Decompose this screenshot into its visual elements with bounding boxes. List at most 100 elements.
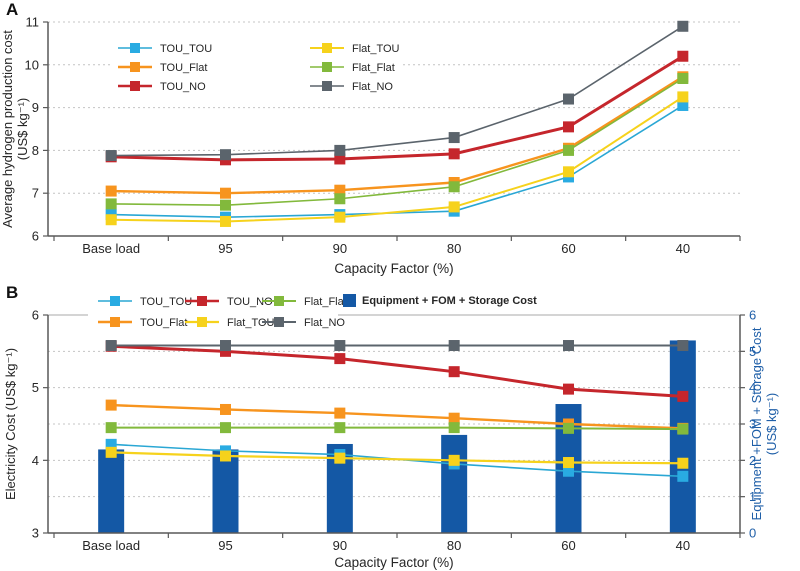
legend-item-Flat_TOU — [310, 43, 344, 53]
marker — [563, 383, 574, 395]
legend-label: TOU_Flat — [140, 317, 187, 329]
legend-item-Flat_NO — [262, 317, 296, 327]
legend-marker — [274, 317, 284, 327]
panel-a-chart: 6 7 8 9 10 11 Base load 95 90 80 60 40 Capacity Fact… — [0, 15, 741, 276]
legend-label: TOU_Flat — [160, 62, 207, 74]
panel-a: A 6 7 8 9 10 11 Base load 95 90 80 60 40 Capacity Fa… — [0, 0, 800, 283]
series-Flat_TOU — [105, 91, 689, 227]
legend: TOU_TOU TOU_Flat TOU_NO Flat_TOU Flat_Flat Fl… — [110, 34, 402, 100]
legend: TOU_TOU TOU_Flat TOU_NO Flat_TOU Flat_Flat Fl… — [88, 287, 537, 333]
legend-label: TOU_TOU — [160, 43, 212, 55]
y-tick-label: 9 — [32, 100, 39, 115]
y-tick-label: 8 — [32, 143, 39, 158]
marker — [448, 181, 460, 193]
marker — [677, 20, 689, 32]
legend-marker — [130, 43, 140, 53]
marker — [448, 412, 460, 424]
marker — [677, 470, 689, 482]
series-TOU_NO — [105, 340, 689, 402]
marker — [334, 340, 346, 352]
x-category-label: 40 — [676, 241, 690, 256]
marker — [334, 184, 346, 196]
legend-item-TOU_TOU — [118, 43, 152, 53]
legend-label: TOU_NO — [160, 81, 206, 93]
marker — [220, 199, 231, 211]
marker — [677, 72, 689, 84]
marker — [220, 187, 231, 199]
marker — [563, 422, 574, 434]
marker — [334, 353, 346, 365]
marker — [677, 390, 689, 402]
marker — [105, 399, 117, 411]
marker — [448, 422, 460, 434]
y2-axis-title: Equipment +FOM + Storage Cost(US$ kg⁻¹) — [749, 327, 779, 520]
bar — [212, 449, 239, 533]
marker — [334, 407, 346, 419]
marker — [563, 457, 574, 469]
x-axis-title: Capacity Factor (%) — [334, 261, 453, 276]
legend-marker — [110, 296, 120, 306]
series-Flat_Flat — [105, 72, 689, 211]
y-tick-label: 3 — [32, 526, 39, 541]
x-category-label: 80 — [447, 241, 461, 256]
legend-label: TOU_TOU — [140, 296, 192, 308]
legend-item-Flat_Flat — [310, 62, 344, 72]
y-axis-title: Average hydrogen production cost(US$ kg⁻… — [0, 30, 30, 228]
legend-marker — [274, 296, 284, 306]
y-tick-label: 6 — [32, 308, 39, 323]
x-category-label: 60 — [561, 241, 575, 256]
marker — [334, 153, 346, 165]
legend-label: Flat_Flat — [352, 62, 395, 74]
legend-marker — [110, 317, 120, 327]
y2-tick-label: 0 — [749, 526, 756, 541]
axes — [43, 314, 745, 538]
marker — [334, 193, 346, 205]
marker — [677, 91, 689, 103]
bar — [669, 340, 696, 533]
marker — [105, 438, 117, 450]
x-category-label: 80 — [447, 538, 461, 553]
legend-marker — [130, 62, 140, 72]
legend-label: Flat_TOU — [227, 317, 275, 329]
legend-label: Flat_Flat — [304, 296, 347, 308]
series-Flat_NO — [105, 20, 689, 162]
marker — [677, 340, 689, 352]
marker — [334, 422, 346, 434]
marker — [677, 423, 689, 435]
marker — [563, 465, 574, 477]
legend-item-Flat_TOU — [185, 317, 219, 327]
y2-tick-label: 2 — [749, 453, 756, 468]
marker — [563, 121, 574, 133]
x-category-label: 40 — [676, 538, 690, 553]
legend-marker — [322, 62, 332, 72]
y-tick-label: 10 — [25, 57, 39, 72]
legend-label: TOU_NO — [227, 296, 273, 308]
x-category-label: 90 — [333, 241, 347, 256]
legend-marker — [130, 81, 140, 91]
axes — [43, 21, 741, 241]
series-Flat_NO — [105, 340, 689, 352]
legend-item-TOU_NO — [118, 81, 152, 91]
marker — [448, 366, 460, 378]
legend-marker — [322, 81, 332, 91]
x-category-label: 95 — [218, 538, 232, 553]
y-tick-label: 11 — [26, 15, 40, 30]
legend-label: Flat_NO — [304, 317, 345, 329]
legend-marker — [197, 296, 207, 306]
marker — [105, 185, 117, 197]
marker — [448, 148, 460, 160]
marker — [448, 454, 460, 466]
y2-tick-label: 3 — [749, 417, 756, 432]
marker — [105, 214, 117, 226]
x-axis-title: Capacity Factor (%) — [334, 555, 453, 570]
legend-item-TOU_Flat — [98, 317, 132, 327]
marker — [220, 450, 231, 462]
marker — [563, 144, 574, 156]
bar — [98, 449, 125, 533]
panel-a-label: A — [6, 0, 19, 19]
marker — [677, 99, 689, 111]
marker — [220, 340, 231, 352]
marker — [448, 132, 460, 144]
marker — [677, 50, 689, 62]
